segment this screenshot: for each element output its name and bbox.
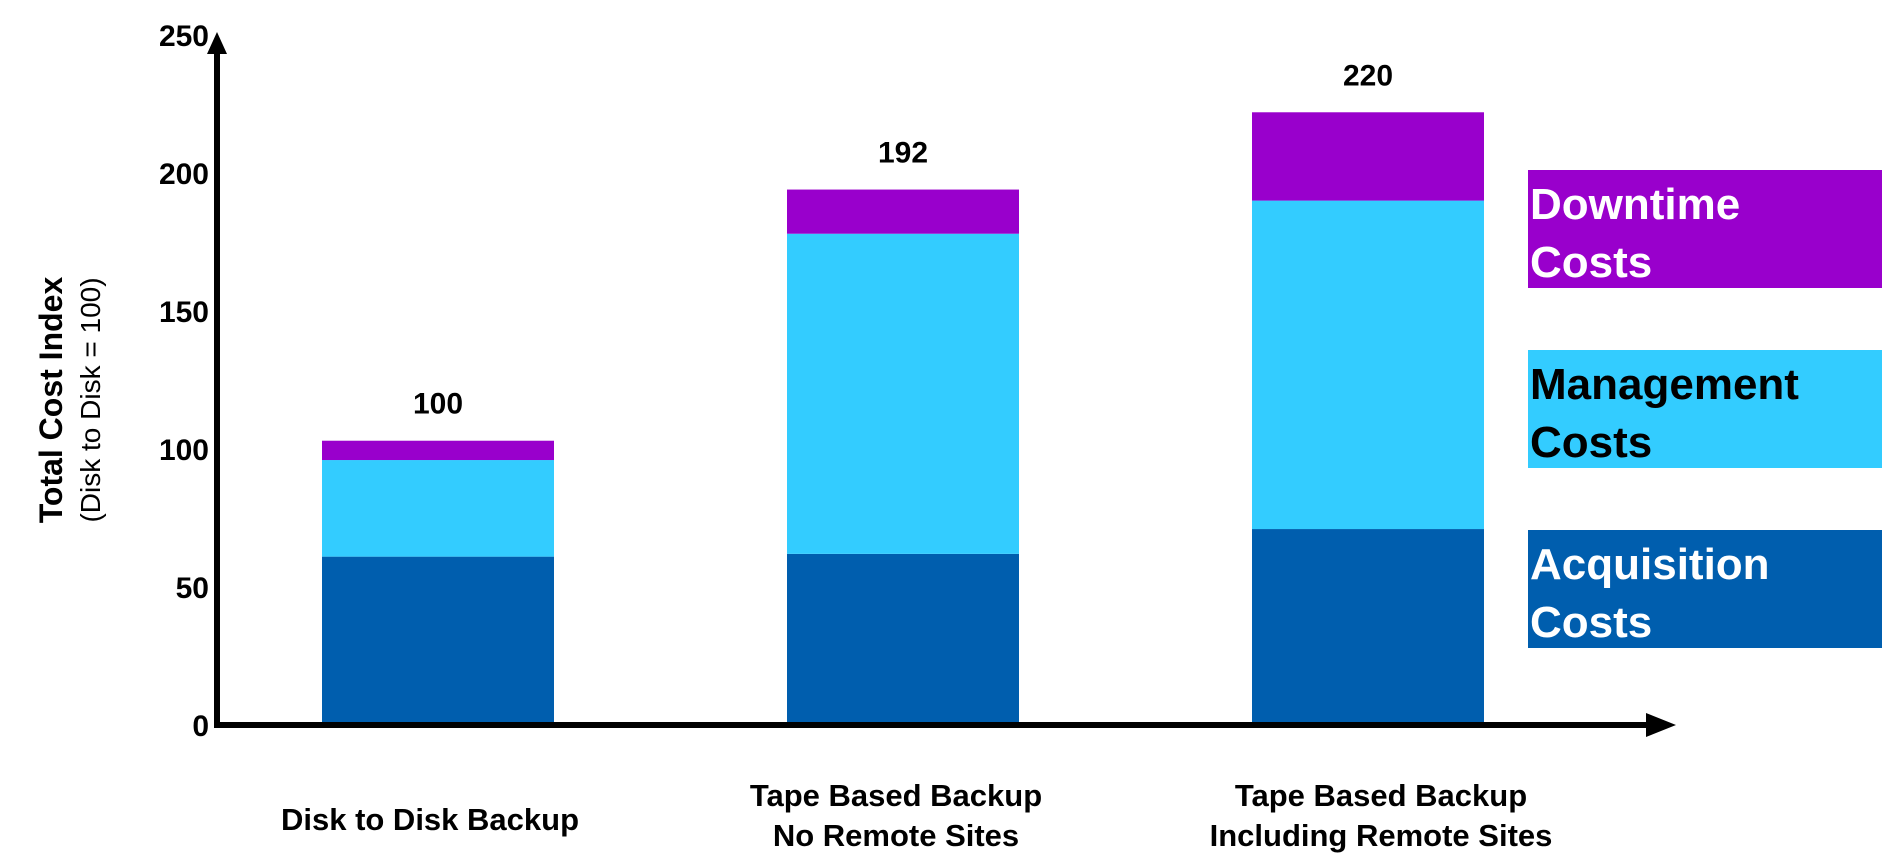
bar-acquisition-1	[322, 556, 554, 725]
x-category-label-1-line1: Disk to Disk Backup	[281, 802, 579, 837]
x-category-labels: Disk to Disk Backup Tape Based Backup No R…	[281, 778, 1552, 853]
bar-management-1	[322, 460, 554, 557]
bar-total-label-3: 220	[1343, 59, 1393, 92]
bar-acquisition-2	[787, 553, 1019, 725]
legend-acquisition-line2: Costs	[1530, 598, 1653, 647]
x-category-label-3-line2: Including Remote Sites	[1210, 818, 1553, 853]
y-tick-label-250: 250	[159, 20, 209, 53]
bar-management-3	[1252, 200, 1484, 530]
y-tick-labels: 0 50 100 150 200 250	[159, 20, 209, 743]
legend-management-line2: Costs	[1530, 418, 1653, 467]
y-tick-label-100: 100	[159, 434, 209, 467]
legend-management-line1: Management	[1530, 360, 1799, 409]
axes	[207, 32, 1676, 737]
x-category-label-3-line1: Tape Based Backup	[1235, 778, 1527, 813]
y-axis-arrowhead	[207, 32, 227, 54]
y-tick-label-0: 0	[192, 710, 209, 743]
bar-management-2	[787, 233, 1019, 554]
y-tick-label-150: 150	[159, 296, 209, 329]
bar-acquisition-3	[1252, 529, 1484, 725]
x-category-label-2-line1: Tape Based Backup	[750, 778, 1042, 813]
bar-totals: 100 192 220	[413, 59, 1393, 420]
bar-downtime-1	[322, 440, 554, 461]
bar-total-label-2: 192	[878, 137, 928, 170]
x-category-label-2-line2: No Remote Sites	[773, 818, 1019, 853]
legend-acquisition-line1: Acquisition	[1530, 540, 1770, 589]
legend-downtime-line1: Downtime	[1530, 180, 1741, 229]
x-axis-arrowhead	[1646, 713, 1676, 737]
bar-total-label-1: 100	[413, 388, 463, 421]
y-tick-label-50: 50	[176, 572, 209, 605]
bar-downtime-2	[787, 189, 1019, 234]
legend-management-costs: Management Costs	[1528, 350, 1882, 468]
legend-downtime-line2: Costs	[1530, 238, 1653, 287]
y-axis-title: Total Cost Index (Disk to Disk = 100)	[33, 277, 106, 524]
y-axis-label: Total Cost Index	[33, 277, 69, 524]
bar-downtime-3	[1252, 112, 1484, 201]
y-axis-sublabel: (Disk to Disk = 100)	[75, 277, 106, 522]
bars-layer	[322, 112, 1484, 725]
legend-downtime-costs: Downtime Costs	[1528, 170, 1882, 288]
legend-acquisition-costs: Acquisition Costs	[1528, 530, 1882, 648]
y-tick-label-200: 200	[159, 158, 209, 191]
